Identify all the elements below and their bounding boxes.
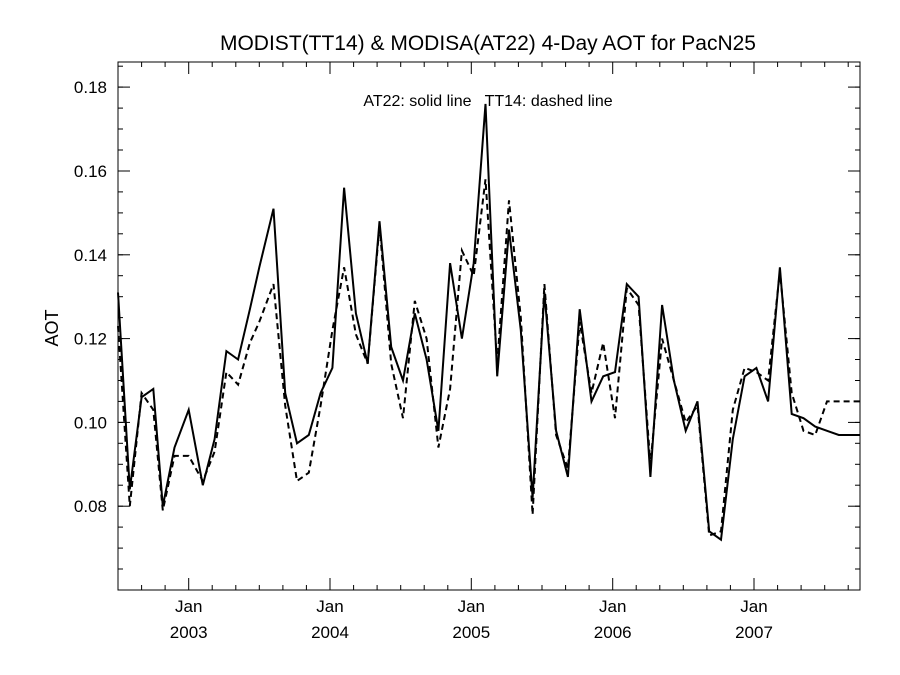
plot-frame — [117, 61, 861, 591]
series-line-at22 — [117, 103, 860, 542]
y-tick-label: 0.16 — [74, 162, 107, 181]
x-tick-label-month: Jan — [599, 597, 626, 616]
y-tick-label: 0.12 — [74, 330, 107, 349]
x-tick-label-month: Jan — [458, 597, 485, 616]
y-tick-label: 0.18 — [74, 78, 107, 97]
axis-tick-labels: 0.08 0.10 0.12 0.14 0.16 0.18 Jan 2003 Jan 2004 Ja… — [74, 78, 773, 642]
chart-title: MODIST(TT14) & MODISA(AT22) 4-Day AOT fo… — [220, 32, 756, 55]
y-tick-label: 0.14 — [74, 246, 107, 265]
y-tick-label: 0.08 — [74, 497, 107, 516]
y-tick-label: 0.10 — [74, 413, 107, 432]
x-tick-label-year: 2007 — [735, 623, 773, 642]
line-style-annotation: AT22: solid line TT14: dashed line — [363, 93, 612, 110]
y-axis-label: AOT — [42, 309, 62, 346]
x-tick-label-year: 2006 — [594, 623, 632, 642]
axis-ticks — [118, 62, 860, 590]
x-tick-label-month: Jan — [740, 597, 767, 616]
x-tick-label-year: 2005 — [452, 623, 490, 642]
x-tick-label-year: 2003 — [170, 623, 208, 642]
series-lines — [117, 103, 860, 542]
x-tick-label-month: Jan — [175, 597, 202, 616]
x-tick-label-month: Jan — [316, 597, 343, 616]
series-line-tt14 — [117, 179, 860, 537]
x-tick-label-year: 2004 — [311, 623, 349, 642]
